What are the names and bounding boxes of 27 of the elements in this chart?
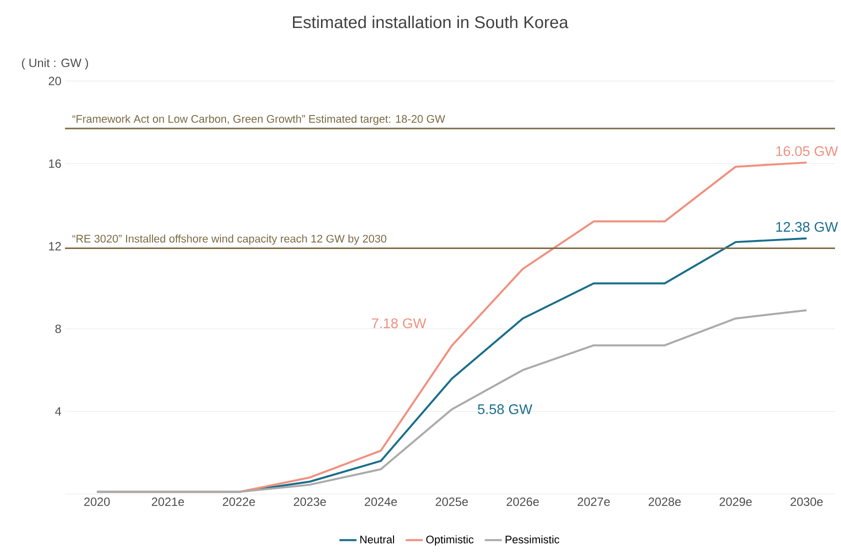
x-tick-label: 2025e xyxy=(436,498,468,506)
annotation: 12.38 GW xyxy=(776,222,838,232)
x-tick-label: 2022e xyxy=(222,498,255,506)
annotation: 16.05 GW xyxy=(776,146,838,156)
x-tick-label: 2030e xyxy=(790,498,823,506)
chart-title: Estimated installation in South Korea xyxy=(293,16,568,28)
y-tick-label: 12 xyxy=(49,242,61,250)
x-tick-label: 2026e xyxy=(506,498,539,506)
legend-label: Optimistic xyxy=(426,535,474,546)
annotation: 7.18 GW xyxy=(372,318,426,328)
y-axis-title: ( Unit : GW ) xyxy=(22,58,88,70)
y-tick-label: 4 xyxy=(55,407,62,416)
x-tick-label: 2020 xyxy=(84,498,110,506)
y-tick-label: 8 xyxy=(55,324,61,334)
ref-line-label: “RE 3020” Installed offshore wind capacity reach 12 GW by 2030 xyxy=(72,234,386,245)
legend-label: Pessimistic xyxy=(506,535,560,544)
annotation: 5.58 GW xyxy=(478,404,532,414)
x-tick-label: 2027e xyxy=(578,498,610,506)
x-tick-label: 2028e xyxy=(648,498,681,506)
ref-line-label: “Framework Act on Low Carbon, Green Growth” Estimated target: 18-20 GW xyxy=(72,114,446,125)
x-tick-label: 2024e xyxy=(364,498,397,506)
y-tick-label: 20 xyxy=(48,76,62,86)
x-tick-label: 2021e xyxy=(152,498,184,506)
x-tick-label: 2023e xyxy=(294,498,326,506)
legend-label: Neutral xyxy=(360,535,394,544)
x-tick-label: 2029e xyxy=(720,498,752,506)
y-tick-label: 16 xyxy=(49,159,61,168)
